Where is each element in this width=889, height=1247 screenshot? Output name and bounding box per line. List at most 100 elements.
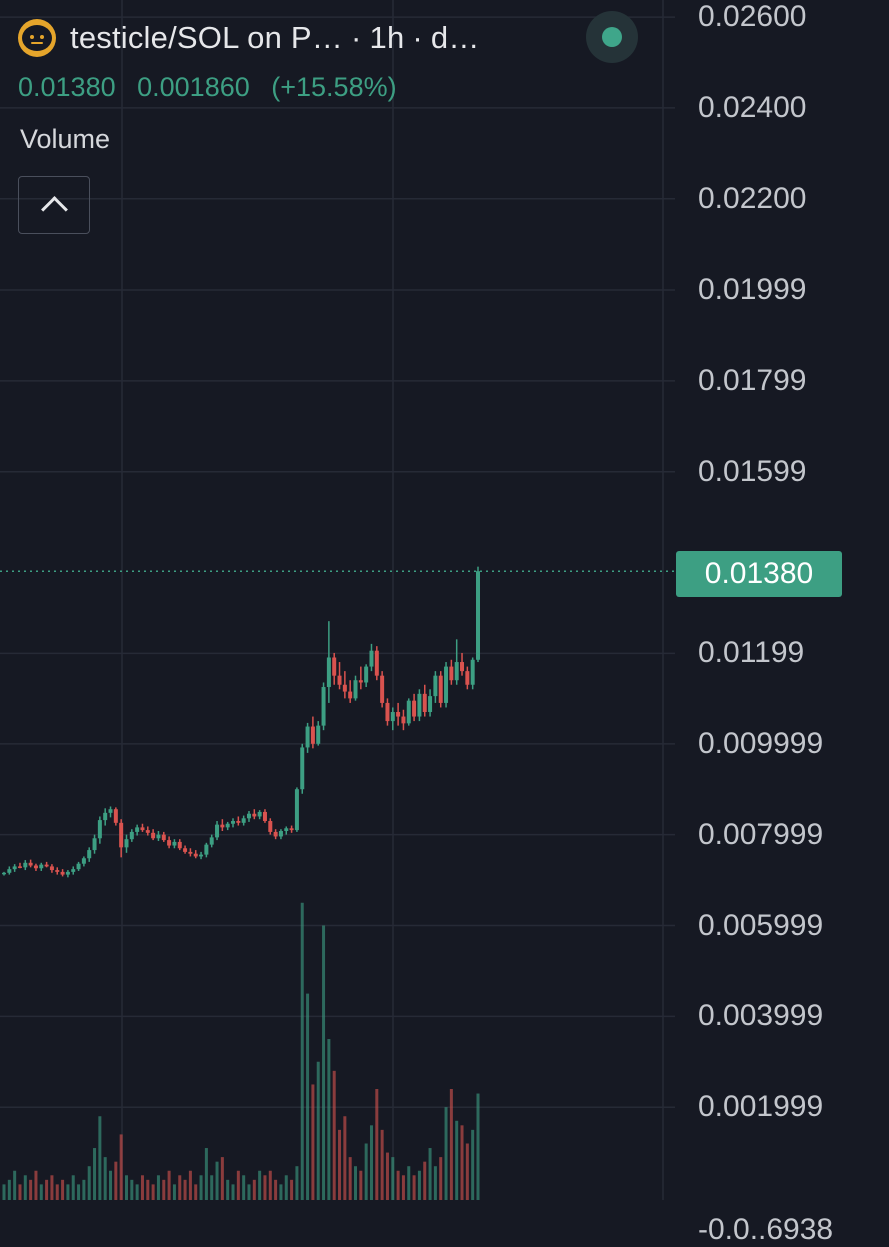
candle-body <box>7 869 12 873</box>
candle-body <box>145 830 150 833</box>
candle-body <box>241 818 246 823</box>
candle-body <box>284 828 289 832</box>
candle-body <box>289 828 294 831</box>
volume-bar <box>7 1179 11 1200</box>
candle-body <box>92 838 97 851</box>
y-axis-tick-label: -0.0..6938 <box>698 1212 834 1246</box>
candle-body <box>422 693 427 713</box>
volume-bar <box>401 1175 405 1200</box>
pair-name[interactable]: testicle/SOL on P… <box>70 20 343 55</box>
volume-bar <box>380 1129 384 1200</box>
volume-bar <box>354 1166 358 1200</box>
candle-body <box>135 827 140 832</box>
volume-bar <box>199 1175 203 1200</box>
candle-body <box>177 841 182 849</box>
candle-body <box>55 870 60 872</box>
live-status-dot-icon[interactable] <box>586 11 638 63</box>
candle-body <box>220 824 225 828</box>
volume-bar <box>455 1120 459 1200</box>
volume-bar <box>188 1170 192 1200</box>
candle-body <box>305 726 310 748</box>
candle-body <box>369 650 374 667</box>
candle-body <box>358 680 363 683</box>
volume-bar <box>274 1179 278 1200</box>
candle-body <box>310 726 315 744</box>
candle-body <box>262 811 267 822</box>
volume-bar <box>364 1143 368 1200</box>
volume-bar <box>460 1125 464 1200</box>
volume-bar <box>343 1116 347 1200</box>
candle-body <box>2 872 6 875</box>
candle-body <box>444 666 449 703</box>
candle-body <box>129 831 134 840</box>
volume-bar <box>439 1157 443 1200</box>
candle-body <box>364 666 369 683</box>
candle-body <box>257 811 262 817</box>
volume-bar <box>204 1148 208 1200</box>
volume-bar <box>194 1184 198 1200</box>
volume-bar <box>396 1170 400 1200</box>
volume-bar <box>87 1166 91 1200</box>
volume-bar <box>220 1157 224 1200</box>
chevron-up-icon <box>40 195 68 223</box>
chart-header: testicle/SOL on P… · 1h · d… <box>18 12 480 64</box>
candle-body <box>428 696 433 713</box>
price-chart[interactable] <box>0 0 889 1200</box>
candle-body <box>433 675 438 697</box>
candle-body <box>470 659 475 685</box>
candle-body <box>316 725 321 744</box>
candle-body <box>438 675 443 703</box>
candle-body <box>156 834 161 839</box>
chart-canvas[interactable] <box>0 0 889 1200</box>
volume-bar <box>103 1157 107 1200</box>
candle-body <box>28 862 33 866</box>
candle-body <box>353 680 358 699</box>
volume-bar <box>13 1170 17 1200</box>
symbol-title[interactable]: testicle/SOL on P… · 1h · d… <box>70 20 480 55</box>
candle-body <box>12 866 17 870</box>
candle-body <box>188 851 193 854</box>
volume-indicator-label[interactable]: Volume <box>20 124 111 154</box>
y-axis-tick-label: 0.001999 <box>698 1090 824 1124</box>
volume-bar <box>167 1170 171 1200</box>
volume-bar <box>71 1175 75 1200</box>
volume-bar <box>236 1170 240 1200</box>
candle-body <box>44 864 49 867</box>
candle-body <box>465 671 470 685</box>
interval-label[interactable]: 1h <box>369 20 405 55</box>
candle-body <box>252 813 257 817</box>
token-face-icon[interactable] <box>18 19 56 57</box>
y-axis-tick-label: 0.009999 <box>698 726 824 760</box>
candle-body <box>225 823 230 828</box>
volume-bar <box>423 1161 427 1200</box>
volume-bar <box>449 1088 453 1200</box>
volume-bar <box>476 1093 480 1200</box>
volume-bar <box>444 1107 448 1200</box>
y-axis-tick-label: 0.02600 <box>698 0 807 34</box>
candle-body <box>172 841 177 846</box>
volume-bar <box>156 1175 160 1200</box>
candle-body <box>454 662 459 681</box>
volume-bar <box>258 1170 262 1200</box>
candle-body <box>412 700 417 717</box>
y-axis-tick-label: 0.01999 <box>698 273 807 307</box>
y-axis-tick-label: 0.02400 <box>698 90 807 124</box>
volume-bar <box>338 1129 342 1200</box>
candle-body <box>417 693 422 717</box>
collapse-indicators-button[interactable] <box>18 176 90 234</box>
volume-bar <box>130 1179 134 1200</box>
volume-bar <box>215 1161 219 1200</box>
volume-bar <box>34 1170 38 1200</box>
volume-bar <box>151 1184 155 1200</box>
volume-bar <box>45 1179 49 1200</box>
status-dot <box>602 27 622 47</box>
candle-body <box>33 865 38 869</box>
volume-bar <box>247 1184 251 1200</box>
volume-bar <box>375 1088 379 1200</box>
volume-bar <box>55 1184 59 1200</box>
volume-bar <box>210 1175 214 1200</box>
candle-body <box>71 869 76 872</box>
candle-body <box>396 712 401 717</box>
volume-bar <box>114 1161 118 1200</box>
candle-body <box>348 691 353 699</box>
